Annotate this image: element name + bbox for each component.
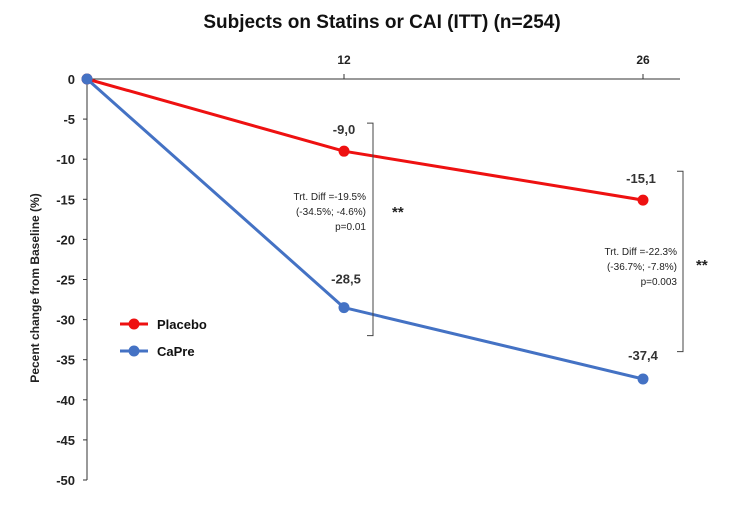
series-capre: -28,5 -37,4 [81, 73, 659, 385]
legend-item-placebo: Placebo [120, 317, 207, 332]
x-tick-label: 26 [636, 53, 650, 67]
bracket [677, 170, 684, 353]
y-tick-label: -10 [56, 152, 75, 167]
annotation-text: (-34.5%; -4.6%) [296, 207, 366, 218]
series-placebo: -9,0 -15,1 [81, 73, 656, 206]
y-tick-label: -50 [56, 473, 75, 488]
bracket [367, 122, 374, 337]
y-tick-label: -20 [56, 232, 75, 247]
data-label: -15,1 [626, 171, 656, 186]
y-tick-label: -40 [56, 393, 75, 408]
x-tick-label: 12 [337, 53, 351, 67]
data-label: -28,5 [331, 272, 361, 287]
data-point [637, 194, 649, 206]
data-point [338, 145, 350, 157]
legend-swatch-marker [128, 345, 140, 357]
y-tick-label: -25 [56, 273, 75, 288]
axes: 0 -5 -10 -15 -20 -25 -30 -35 -40 -45 -50 12 26 [56, 53, 680, 488]
data-label: -37,4 [628, 348, 658, 363]
treatment-diff-annotation: Trt. Diff =-19.5% (-34.5%; -4.6%) p=0.01 ** [293, 122, 404, 337]
legend-label: Placebo [157, 317, 207, 332]
y-tick-label: -45 [56, 433, 75, 448]
y-tick-label: -15 [56, 192, 75, 207]
legend-swatch-marker [128, 318, 140, 330]
series-line-placebo [86, 77, 644, 202]
series-layer: -9,0 -15,1 -28,5 -37,4 [81, 73, 659, 385]
annotation-text: p=0.01 [335, 222, 366, 233]
chart-title: Subjects on Statins or CAI (ITT) (n=254) [203, 12, 560, 33]
y-axis-label: Pecent change from Baseline (%) [28, 193, 42, 382]
y-tick-label: -35 [56, 353, 75, 368]
y-tick-label: -30 [56, 313, 75, 328]
legend-label: CaPre [157, 344, 195, 359]
treatment-diff-annotation: Trt. Diff =-22.3% (-36.7%; -7.8%) p=0.003 *… [604, 170, 708, 353]
legend: Placebo CaPre [120, 317, 207, 359]
significance-stars: ** [696, 257, 708, 274]
y-tick-label: 0 [68, 72, 75, 87]
data-point [338, 302, 350, 314]
annotation-text: Trt. Diff =-22.3% [604, 247, 677, 258]
annotation-text: Trt. Diff =-19.5% [293, 192, 366, 203]
data-label: -9,0 [333, 122, 355, 137]
annotation-text: p=0.003 [641, 277, 678, 288]
significance-stars: ** [392, 204, 404, 221]
y-tick-label: -5 [63, 112, 75, 127]
data-point [637, 373, 649, 385]
data-point [81, 73, 93, 85]
annotation-layer: Trt. Diff =-19.5% (-34.5%; -4.6%) p=0.01 **… [293, 122, 708, 353]
annotation-text: (-36.7%; -7.8%) [607, 262, 677, 273]
legend-item-capre: CaPre [120, 344, 195, 359]
